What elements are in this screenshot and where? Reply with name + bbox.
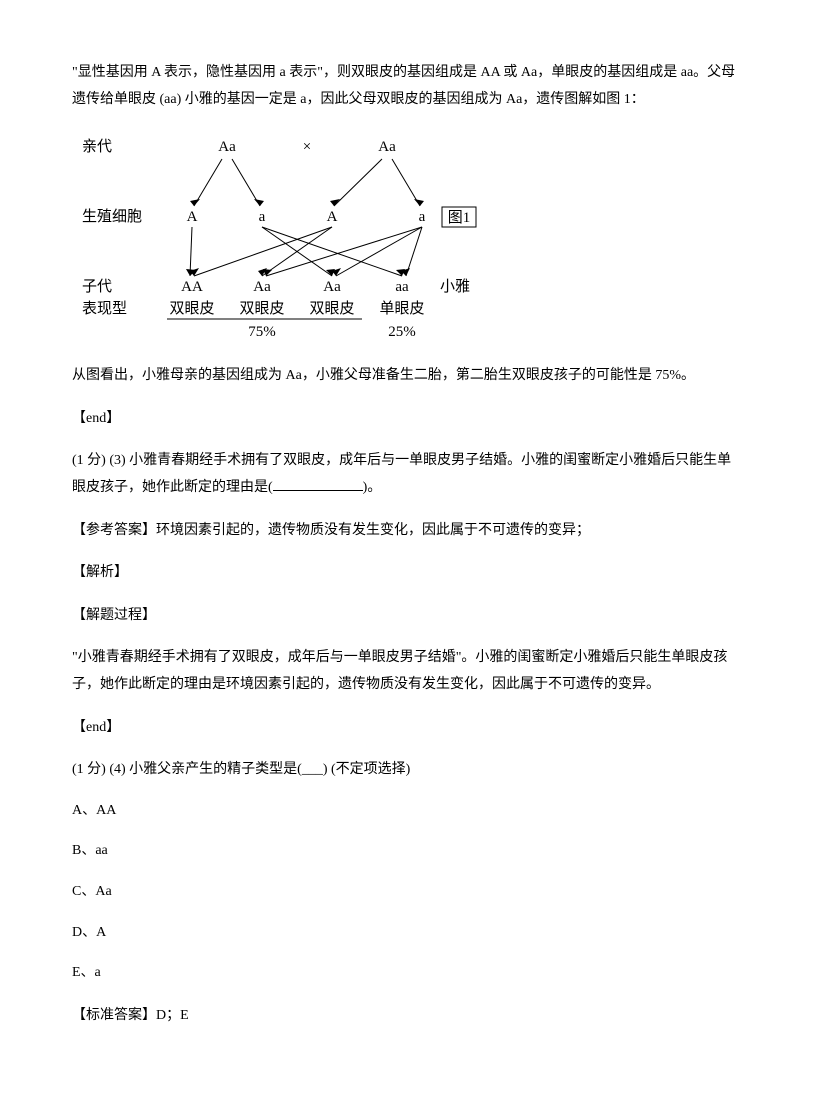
jiexi-label: 【解析】 [72, 560, 744, 587]
intro-paragraph: "显性基因用 A 表示，隐性基因用 a 表示"，则双眼皮的基因组成是 AA 或 … [72, 60, 744, 113]
phenotype-4: 单眼皮 [379, 300, 424, 317]
q4-text-a: (1 分) (4) 小雅父亲产生的精子类型是( [72, 762, 302, 777]
q3-blank [273, 476, 363, 491]
question-4: (1 分) (4) 小雅父亲产生的精子类型是(___) (不定项选择) [72, 757, 744, 784]
genetics-diagram: 亲代 生殖细胞 子代 表现型 Aa × Aa A a A a 图1 [72, 131, 502, 341]
parent-2: Aa [378, 139, 396, 155]
offspring-1: AA [181, 279, 203, 295]
std-answer-text: D；E [156, 1008, 189, 1023]
q4-text-b: ) (不定项选择) [323, 762, 411, 777]
option-a: A、AA [72, 798, 744, 825]
label-parents: 亲代 [82, 138, 112, 155]
gamete-3: A [327, 209, 338, 225]
ref-answer-text: 环境因素引起的，遗传物质没有发生变化，因此属于不可遗传的变异； [156, 523, 590, 538]
ref-answer-line: 【参考答案】环境因素引起的，遗传物质没有发生变化，因此属于不可遗传的变异； [72, 518, 744, 545]
label-gametes: 生殖细胞 [82, 208, 142, 225]
label-offspring: 子代 [82, 278, 112, 295]
q3-text-a: (1 分) (3) 小雅青春期经手术拥有了双眼皮，成年后与一单眼皮男子结婚。小雅… [72, 453, 731, 495]
end-label-1: 【end】 [72, 406, 744, 433]
option-b: B、aa [72, 838, 744, 865]
gamete-1: A [187, 209, 198, 225]
phenotype-1: 双眼皮 [169, 300, 214, 317]
percent-75: 75% [248, 324, 276, 340]
option-c: C、Aa [72, 879, 744, 906]
percent-25: 25% [388, 324, 416, 340]
phenotype-3: 双眼皮 [309, 300, 354, 317]
gamete-4: a [419, 209, 426, 225]
proc-text: "小雅青春期经手术拥有了双眼皮，成年后与一单眼皮男子结婚"。小雅的闺蜜断定小雅婚… [72, 645, 744, 698]
offspring-4: aa [395, 279, 409, 295]
end-label-2: 【end】 [72, 715, 744, 742]
q4-blank: ___ [302, 762, 323, 777]
proc-label: 【解题过程】 [72, 603, 744, 630]
option-d: D、A [72, 920, 744, 947]
q4-options: A、AA B、aa C、Aa D、A E、a [72, 798, 744, 987]
std-answer-label: 【标准答案】 [72, 1008, 156, 1023]
after-diagram-text: 从图看出，小雅母亲的基因组成为 Aa，小雅父母准备生二胎，第二胎生双眼皮孩子的可… [72, 363, 744, 390]
q3-text-b: )。 [363, 480, 382, 495]
phenotype-2: 双眼皮 [239, 300, 284, 317]
xiaoya-label: 小雅 [440, 278, 470, 295]
offspring-3: Aa [323, 279, 341, 295]
figure-label: 图1 [448, 209, 471, 226]
question-3: (1 分) (3) 小雅青春期经手术拥有了双眼皮，成年后与一单眼皮男子结婚。小雅… [72, 448, 744, 501]
offspring-2: Aa [253, 279, 271, 295]
std-answer-line: 【标准答案】D；E [72, 1003, 744, 1030]
ref-answer-label: 【参考答案】 [72, 523, 156, 538]
gamete-2: a [259, 209, 266, 225]
option-e: E、a [72, 960, 744, 987]
label-phenotype: 表现型 [82, 300, 127, 317]
parent-1: Aa [218, 139, 236, 155]
cross-symbol: × [303, 139, 311, 155]
